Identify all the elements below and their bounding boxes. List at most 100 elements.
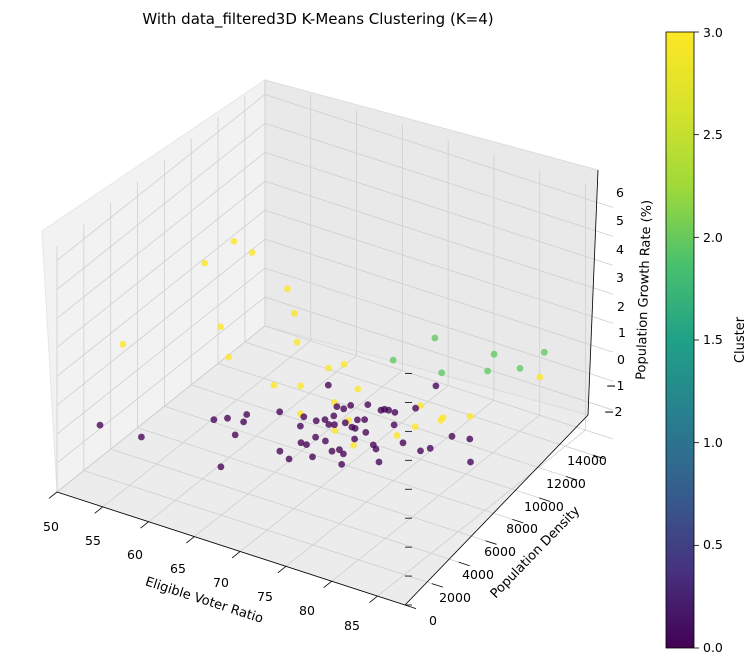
cluster-0-point xyxy=(240,418,248,426)
cluster-3-point xyxy=(437,416,445,424)
cluster-2-point xyxy=(540,348,548,356)
x-tick-mark xyxy=(369,595,378,603)
cluster-0-point xyxy=(340,405,348,413)
z-axis-line xyxy=(587,169,599,416)
x-tick-mark xyxy=(140,521,149,529)
cluster-0-point xyxy=(351,435,358,443)
cluster-2-point xyxy=(490,350,498,358)
z-tick-labels: −2 −1 0 1 2 3 4 5 6 xyxy=(604,185,626,419)
y-tick-mark xyxy=(592,454,604,460)
gridline xyxy=(148,355,357,523)
gridline xyxy=(56,123,266,290)
cluster-0-point xyxy=(96,421,104,429)
y-tick-mark xyxy=(539,497,551,502)
gridline xyxy=(264,296,614,411)
colorbar-label: Cluster xyxy=(733,316,748,363)
cluster-0-point xyxy=(243,411,251,418)
y-tick-mark xyxy=(404,604,417,609)
colorbar-tick-label: 3.0 xyxy=(703,25,723,40)
cluster-2-point xyxy=(389,356,397,364)
cluster-0-point xyxy=(354,416,361,424)
z-tick-label: 5 xyxy=(616,213,624,228)
y-tick-mark xyxy=(485,540,497,545)
cluster-0-point xyxy=(321,416,329,423)
y-tick-mark xyxy=(458,561,470,567)
cluster-3-point xyxy=(325,364,332,372)
x-axis-line xyxy=(56,491,406,606)
cluster-0-point xyxy=(417,447,424,455)
z-tick-label: 4 xyxy=(616,242,624,257)
gridline xyxy=(102,340,312,508)
cluster-3-point xyxy=(293,338,301,346)
cluster-3-point xyxy=(466,412,474,420)
cluster-0-point xyxy=(325,421,333,428)
z-tick-label: 6 xyxy=(616,185,624,200)
cluster-3-point xyxy=(230,238,238,245)
gridline xyxy=(56,296,266,464)
gridline xyxy=(264,180,614,295)
gridline xyxy=(331,414,540,582)
y-tick-label: 10000 xyxy=(524,499,564,514)
y-tick-label: 8000 xyxy=(506,521,538,536)
cluster-3-point xyxy=(225,353,232,361)
cluster-3-point xyxy=(340,360,348,368)
cluster-0-point xyxy=(369,441,377,449)
x-tick-label: 75 xyxy=(257,589,273,604)
tick-marks xyxy=(48,373,604,609)
x-axis-label: Eligible Voter Ratio xyxy=(143,575,265,627)
colorbar-gradient xyxy=(665,31,695,649)
x-tick-mark xyxy=(277,566,287,574)
gridline xyxy=(264,94,614,208)
gridline xyxy=(264,209,614,324)
gridline xyxy=(83,470,432,584)
y-tick-mark xyxy=(431,583,443,588)
colorbar-tick-label: 0.0 xyxy=(703,640,723,655)
x-tick-label: 80 xyxy=(299,603,315,618)
x-tick-mark xyxy=(94,506,104,514)
colorbar-ticks xyxy=(694,31,699,649)
cluster-3-point xyxy=(201,259,209,267)
cluster-0-point xyxy=(224,414,231,422)
cluster-0-point xyxy=(276,447,284,455)
colorbar-tick-label: 0.5 xyxy=(703,537,723,552)
cluster-3-point xyxy=(411,423,419,431)
x-tick-label: 70 xyxy=(213,575,229,590)
y-tick-mark xyxy=(565,476,578,481)
cluster-0-point xyxy=(351,425,359,432)
gridline xyxy=(377,429,586,597)
cluster-3-point xyxy=(248,249,256,256)
gridline xyxy=(244,341,593,456)
cluster-0-point xyxy=(322,437,329,445)
cluster-0-point xyxy=(333,403,341,410)
gridline xyxy=(217,363,567,477)
cluster-2-point xyxy=(431,334,439,342)
cluster-0-point xyxy=(276,408,284,416)
gridline xyxy=(264,238,614,353)
z-tick-label: 2 xyxy=(617,299,625,314)
cluster-0-point xyxy=(303,441,310,448)
colorbar-tick-label: 2.5 xyxy=(703,127,723,142)
gridline xyxy=(164,405,513,520)
x-tick-mark xyxy=(323,580,332,588)
gridline xyxy=(264,267,614,382)
cluster-0-point xyxy=(385,406,392,414)
cluster-3-point xyxy=(350,442,357,449)
x-tick-label: 60 xyxy=(127,547,143,562)
cluster-3-point xyxy=(284,285,291,293)
pane-backgrounds xyxy=(41,79,599,606)
cluster-3-point xyxy=(331,427,339,434)
cluster-0-point xyxy=(391,409,399,416)
gridline xyxy=(194,370,403,537)
cluster-0-point xyxy=(297,422,304,430)
cluster-0-point xyxy=(426,444,434,452)
axis-lines xyxy=(56,169,599,606)
cluster-0-point xyxy=(338,461,346,468)
cluster-0-point xyxy=(341,419,349,427)
cluster-0-point xyxy=(300,413,308,421)
cluster-0-point xyxy=(364,401,372,408)
cluster-3-point xyxy=(270,381,278,389)
cluster-0-point xyxy=(330,412,338,420)
x-tick-label: 65 xyxy=(170,561,186,576)
cluster-0-point xyxy=(331,421,338,429)
cluster-0-point xyxy=(138,433,145,441)
